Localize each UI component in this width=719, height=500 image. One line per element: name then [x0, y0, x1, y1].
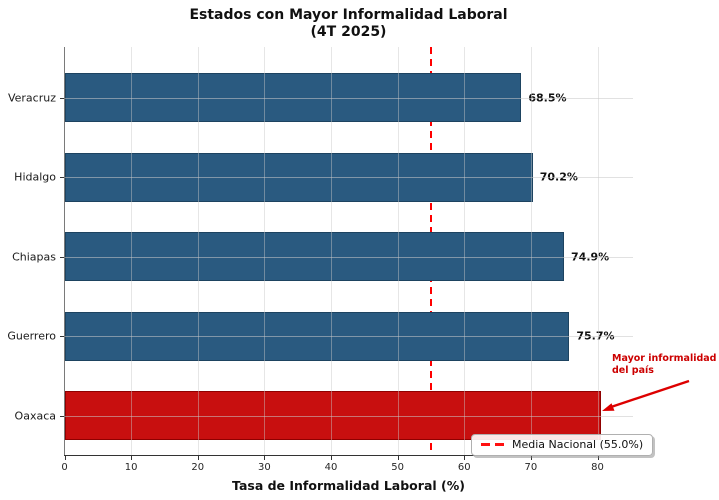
- x-gridline: [530, 47, 532, 455]
- y-tick-label: Oaxaca: [14, 409, 56, 423]
- annotation-line2: del país: [612, 364, 654, 376]
- y-gridline: [64, 415, 633, 417]
- legend: Media Nacional (55.0%): [471, 434, 654, 456]
- x-tick-mark: [597, 456, 599, 460]
- legend-dashed-line-swatch: [481, 443, 504, 446]
- x-tick-label: 60: [457, 462, 471, 473]
- x-tick-mark: [64, 456, 66, 460]
- x-tick-mark: [464, 456, 466, 460]
- y-tick-mark: [60, 97, 64, 99]
- x-gridline: [464, 47, 466, 455]
- chart-title: Estados con Mayor Informalidad Laboral (…: [64, 7, 633, 41]
- x-tick-label: 0: [61, 462, 68, 473]
- x-gridline: [597, 47, 599, 455]
- x-tick-mark: [197, 456, 199, 460]
- x-tick-label: 70: [524, 462, 538, 473]
- y-gridline: [64, 336, 633, 338]
- chart-title-line1: Estados con Mayor Informalidad Laboral: [189, 7, 508, 23]
- x-gridline: [264, 47, 266, 455]
- annotation-text: Mayor informalidad del país: [612, 353, 718, 376]
- y-tick-mark: [60, 336, 64, 338]
- y-tick-label: Chiapas: [12, 250, 56, 264]
- y-tick-mark: [60, 256, 64, 258]
- chart-title-line2: (4T 2025): [310, 24, 387, 40]
- x-tick-label: 20: [191, 462, 205, 473]
- x-tick-mark: [131, 456, 133, 460]
- x-tick-label: 10: [124, 462, 138, 473]
- x-gridline: [131, 47, 133, 455]
- x-tick-label: 50: [391, 462, 404, 473]
- x-tick-mark: [397, 456, 399, 460]
- x-gridline: [197, 47, 199, 455]
- x-tick-label: 30: [258, 462, 271, 473]
- x-tick-mark: [331, 456, 332, 460]
- plot-area: 68.5% 70.2% 74.9% 75.7%: [64, 47, 633, 455]
- x-tick-label: 40: [324, 462, 338, 473]
- x-axis-title: Tasa de Informalidad Laboral (%): [232, 478, 465, 493]
- y-axis-spine: [64, 47, 65, 455]
- legend-label: Media Nacional (55.0%): [512, 438, 644, 451]
- x-tick-mark: [264, 456, 266, 460]
- y-gridline: [64, 256, 633, 258]
- x-gridline: [397, 47, 399, 455]
- x-tick-label: 80: [591, 462, 604, 473]
- y-tick-label: Hidalgo: [14, 170, 56, 184]
- y-tick-label: Veracruz: [7, 91, 56, 104]
- y-gridline: [64, 177, 633, 179]
- y-tick-mark: [60, 415, 64, 417]
- x-gridline: [331, 47, 332, 455]
- y-gridline: [64, 97, 633, 99]
- x-tick-mark: [530, 456, 532, 460]
- x-axis-spine: [64, 455, 634, 456]
- y-tick-mark: [60, 177, 64, 179]
- annotation-line1: Mayor informalidad: [612, 353, 717, 364]
- y-tick-label: Guerrero: [7, 329, 56, 343]
